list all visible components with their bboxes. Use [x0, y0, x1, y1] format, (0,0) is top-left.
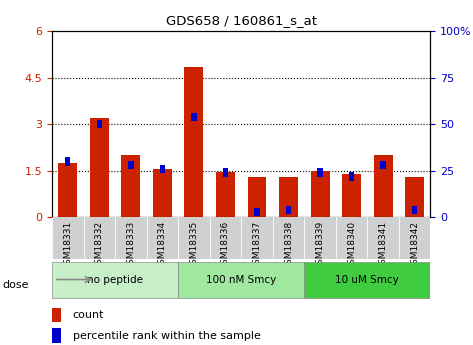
Bar [254, 208, 260, 216]
Bar [223, 168, 228, 177]
Text: 10 uM Smcy: 10 uM Smcy [335, 275, 399, 285]
Bar [184, 67, 203, 217]
Bar [405, 177, 424, 217]
Bar [279, 177, 298, 217]
Text: GSM18332: GSM18332 [95, 221, 104, 270]
Bar [52, 328, 61, 343]
Bar [52, 263, 178, 298]
Bar [84, 217, 115, 259]
Text: GSM18336: GSM18336 [221, 221, 230, 270]
Bar [122, 155, 140, 217]
Text: GSM18342: GSM18342 [410, 221, 419, 270]
Bar [153, 169, 172, 217]
Bar [90, 118, 109, 217]
Bar [147, 217, 178, 259]
Bar [52, 308, 61, 322]
Bar [178, 217, 210, 259]
Title: GDS658 / 160861_s_at: GDS658 / 160861_s_at [166, 14, 317, 27]
Text: GSM18331: GSM18331 [63, 221, 72, 270]
Text: GSM18341: GSM18341 [378, 221, 388, 270]
Text: GSM18339: GSM18339 [315, 221, 324, 270]
Text: GSM18334: GSM18334 [158, 221, 167, 270]
Text: GSM18338: GSM18338 [284, 221, 293, 270]
Text: GSM18335: GSM18335 [189, 221, 199, 270]
Text: dose: dose [2, 280, 29, 289]
Bar [247, 177, 266, 217]
Bar [52, 217, 84, 259]
Bar [115, 217, 147, 259]
Text: 100 nM Smcy: 100 nM Smcy [206, 275, 276, 285]
Bar [304, 217, 336, 259]
Bar [374, 155, 393, 217]
Bar [304, 263, 430, 298]
Bar [317, 168, 323, 177]
Text: percentile rank within the sample: percentile rank within the sample [73, 331, 261, 341]
Bar [399, 217, 430, 259]
Bar [58, 163, 77, 217]
Bar [412, 206, 417, 214]
Text: GSM18337: GSM18337 [253, 221, 262, 270]
Bar [342, 174, 361, 217]
Bar [178, 263, 304, 298]
Text: count: count [73, 310, 105, 320]
Bar [336, 217, 368, 259]
Bar [216, 172, 235, 217]
Bar [286, 206, 291, 214]
Bar [160, 165, 165, 173]
Text: GSM18333: GSM18333 [126, 221, 135, 270]
Text: no peptide: no peptide [87, 275, 143, 285]
Bar [128, 161, 133, 169]
Text: GSM18340: GSM18340 [347, 221, 356, 270]
Bar [349, 172, 354, 180]
Bar [368, 217, 399, 259]
Bar [96, 120, 102, 128]
Bar [380, 161, 386, 169]
Bar [311, 171, 330, 217]
Bar [191, 112, 197, 121]
Bar [273, 217, 304, 259]
Bar [210, 217, 241, 259]
Bar [65, 157, 70, 166]
Bar [241, 217, 273, 259]
